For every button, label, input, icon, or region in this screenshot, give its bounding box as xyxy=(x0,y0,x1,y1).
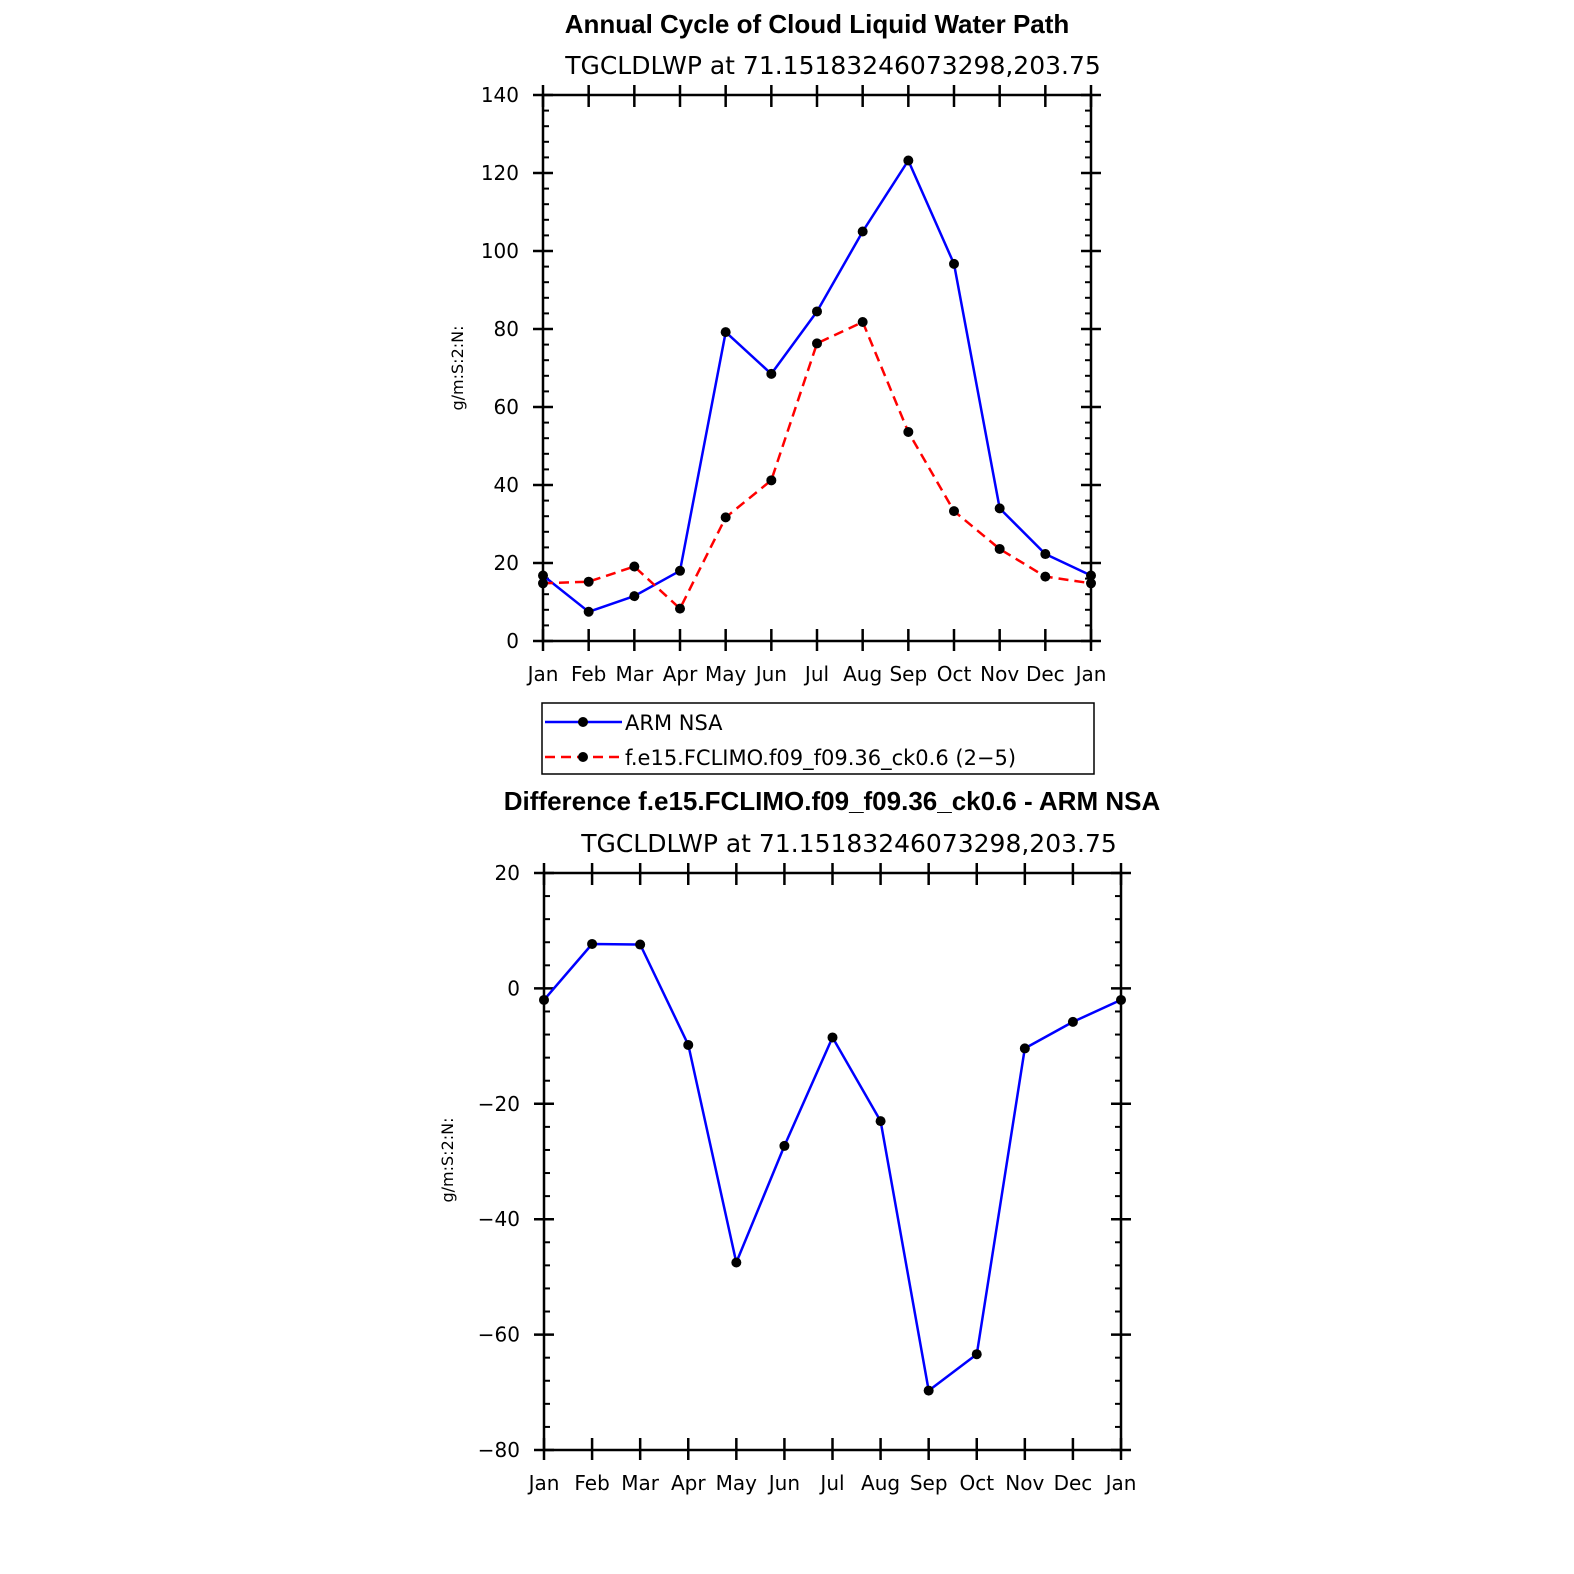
top-series-0-point xyxy=(1086,570,1096,581)
legend-label-model: f.e15.FCLIMO.f09_f09.36_ck0.6 (2−5) xyxy=(625,746,1016,771)
top-series-0-point xyxy=(949,258,959,269)
bottom-series-0-point xyxy=(1116,994,1126,1005)
top-y-tick-label: 120 xyxy=(481,161,519,185)
legend-label-arm-nsa: ARM NSA xyxy=(625,711,723,735)
bottom-x-tick-label: Apr xyxy=(671,1471,706,1495)
top-x-tick-label: May xyxy=(705,662,747,686)
top-series-0-point xyxy=(1040,549,1051,560)
top-x-tick-label: Jan xyxy=(1074,662,1107,686)
top-chart-subtitle: TGCLDLWP at 71.15183246073298,203.75 xyxy=(564,51,1101,80)
top-x-tick-label: Jun xyxy=(754,662,787,686)
top-x-tick-label: Nov xyxy=(980,662,1019,686)
top-x-tick-label: Oct xyxy=(937,662,972,686)
top-series-1-point xyxy=(583,576,594,587)
top-x-tick-label: Feb xyxy=(571,662,606,686)
bottom-series-0-point xyxy=(1019,1043,1030,1054)
bottom-series-0-point xyxy=(1067,1016,1078,1027)
bottom-x-tick-label: Nov xyxy=(1005,1471,1044,1495)
top-series-0-point xyxy=(675,565,685,576)
top-x-tick-label: Jul xyxy=(803,662,829,686)
bottom-series-0-point xyxy=(731,1257,742,1268)
bottom-series-0-point xyxy=(539,994,549,1005)
top-series-0-point xyxy=(903,155,914,166)
legend-frame xyxy=(541,702,1095,775)
top-series-0-point xyxy=(629,591,640,602)
top-series-1-point xyxy=(903,426,914,437)
bottom-series-0-line xyxy=(543,942,1122,1392)
top-series-1-point xyxy=(994,543,1005,554)
bottom-series-0-point xyxy=(683,1039,694,1050)
top-y-tick-label: 60 xyxy=(494,395,519,419)
top-y-tick-label: 80 xyxy=(494,317,519,341)
top-x-tick-label: Jan xyxy=(526,662,559,686)
top-x-tick-label: Sep xyxy=(889,662,927,686)
bottom-chart-title: Difference f.e15.FCLIMO.f09_f09.36_ck0.6… xyxy=(504,786,1161,816)
bottom-x-tick-label: Jun xyxy=(767,1471,800,1495)
bottom-x-tick-label: Dec xyxy=(1054,1471,1093,1495)
bottom-x-tick-label: Sep xyxy=(910,1471,948,1495)
top-series-1-point xyxy=(812,338,822,349)
top-series-1-point xyxy=(1040,571,1051,582)
bottom-x-tick-label: May xyxy=(716,1471,758,1495)
top-series-0-point xyxy=(720,327,731,338)
top-plot-area: 0 20 40 60 80 100 120 140 Jan Feb Mar Apr May Jun Jul A… xyxy=(481,83,1107,686)
top-y-tick-label: 100 xyxy=(481,239,519,263)
bottom-y-tick-label: −60 xyxy=(478,1323,520,1347)
top-series-0-point xyxy=(857,226,868,237)
bottom-y-axis-label: g/m:S:2:N: xyxy=(438,1118,457,1203)
bottom-series-0-point xyxy=(875,1116,886,1127)
bottom-series-0-point xyxy=(779,1140,790,1151)
bottom-chart-subtitle: TGCLDLWP at 71.15183246073298,203.75 xyxy=(580,829,1117,858)
bottom-x-tick-label: Mar xyxy=(621,1471,660,1495)
top-series-1-point xyxy=(1086,578,1096,589)
bottom-x-tick-label: Jan xyxy=(527,1471,560,1495)
top-series-1-point xyxy=(857,316,868,327)
top-series-1-point xyxy=(538,578,548,589)
top-series-1-point xyxy=(675,603,685,614)
top-y-axis-label: g/m:S:2:N: xyxy=(448,326,467,411)
top-x-tick-label: Aug xyxy=(843,662,882,686)
bottom-x-tick-label: Jan xyxy=(1104,1471,1137,1495)
top-x-tick-label: Mar xyxy=(615,662,654,686)
bottom-series-0-point xyxy=(635,939,646,950)
top-series-1-point xyxy=(720,512,731,523)
bottom-plot-frame xyxy=(542,871,1123,1452)
bottom-y-tick-label: 0 xyxy=(507,976,520,1000)
bottom-y-tick-label: 20 xyxy=(495,861,520,885)
bottom-x-tick-label: Feb xyxy=(574,1471,609,1495)
legend-marker-arm-nsa xyxy=(578,717,588,727)
bottom-x-tick-label: Oct xyxy=(959,1471,994,1495)
top-series-1-point xyxy=(629,561,640,572)
bottom-plot-area: −80 −60 −40 −20 0 20 Jan Feb Mar Apr May Jun Jul Aug S… xyxy=(478,861,1137,1495)
bottom-series-0-point xyxy=(971,1349,982,1360)
legend-marker-model xyxy=(578,752,588,762)
top-series-0-point xyxy=(994,503,1005,514)
top-series-1-point xyxy=(949,506,959,517)
top-series-0-point xyxy=(583,606,594,617)
top-series-1-line xyxy=(542,320,1092,610)
top-series-0-line xyxy=(542,159,1092,614)
bottom-y-tick-label: −80 xyxy=(478,1438,520,1462)
legend: ARM NSA f.e15.FCLIMO.f09_f09.36_ck0.6 (2… xyxy=(541,702,1095,775)
bottom-y-tick-label: −20 xyxy=(478,1092,520,1116)
bottom-y-tick-label: −40 xyxy=(478,1207,520,1231)
top-series-1-point xyxy=(766,475,777,486)
top-y-tick-label: 40 xyxy=(494,473,519,497)
top-y-tick-label: 140 xyxy=(481,83,519,107)
top-y-tick-label: 20 xyxy=(494,551,519,575)
top-series-0-point xyxy=(812,306,822,317)
bottom-x-tick-label: Aug xyxy=(861,1471,900,1495)
top-x-tick-label: Dec xyxy=(1026,662,1065,686)
bottom-x-tick-label: Jul xyxy=(818,1471,844,1495)
top-x-tick-label: Apr xyxy=(663,662,698,686)
top-series-0-point xyxy=(766,368,777,379)
bottom-series-0-point xyxy=(923,1385,934,1396)
bottom-series-0-point xyxy=(587,938,598,949)
bottom-series-0-point xyxy=(827,1032,838,1043)
top-chart-title: Annual Cycle of Cloud Liquid Water Path xyxy=(565,9,1070,39)
top-series-0-point xyxy=(538,570,548,581)
top-plot-frame xyxy=(541,93,1093,643)
top-y-tick-label: 0 xyxy=(506,629,519,653)
